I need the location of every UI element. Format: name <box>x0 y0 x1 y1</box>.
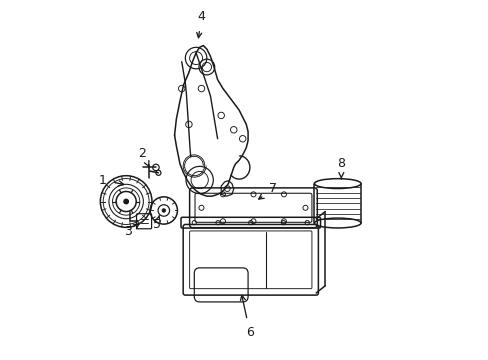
Text: 2: 2 <box>138 147 149 167</box>
Text: 6: 6 <box>240 295 253 339</box>
Text: 1: 1 <box>99 174 123 186</box>
Text: 3: 3 <box>124 224 139 238</box>
Text: 4: 4 <box>196 10 205 38</box>
Text: 7: 7 <box>258 183 277 199</box>
Text: 8: 8 <box>337 157 345 179</box>
Circle shape <box>124 199 128 204</box>
Circle shape <box>162 209 165 212</box>
Text: 5: 5 <box>152 216 161 231</box>
